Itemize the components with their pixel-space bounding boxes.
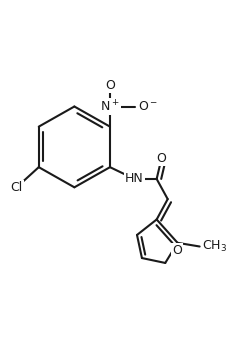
Text: N$^+$: N$^+$ xyxy=(100,99,120,114)
Text: O: O xyxy=(105,79,115,92)
Text: CH$_3$: CH$_3$ xyxy=(202,239,227,254)
Text: O$^-$: O$^-$ xyxy=(138,100,158,113)
Text: Cl: Cl xyxy=(11,181,23,194)
Text: HN: HN xyxy=(125,173,144,185)
Text: O: O xyxy=(172,244,182,257)
Text: O: O xyxy=(157,151,166,164)
